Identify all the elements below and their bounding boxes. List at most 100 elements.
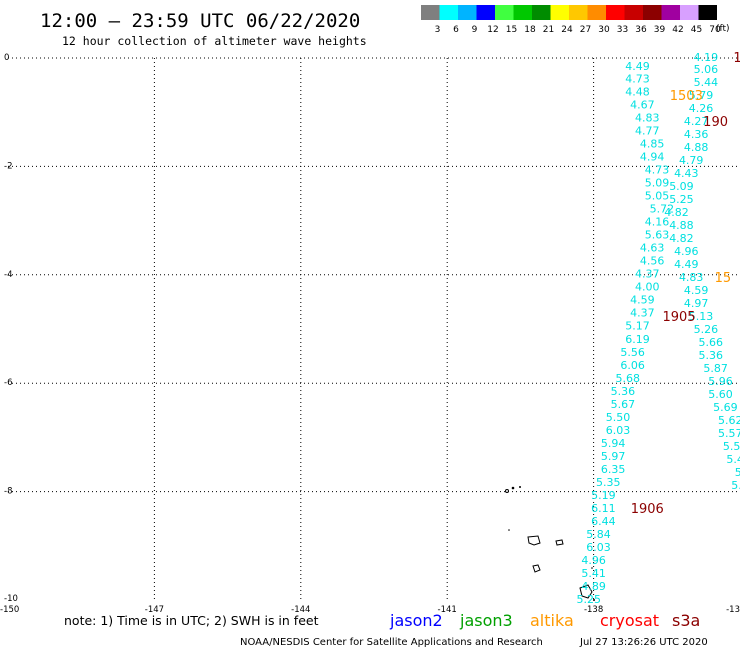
legend-swatch — [495, 5, 514, 20]
island — [508, 529, 510, 531]
wave-height-value: 5.25 — [669, 193, 694, 206]
wave-height-points: 4.494.734.484.674.834.774.854.944.735.09… — [576, 51, 740, 606]
wave-height-value: 4.83 — [635, 112, 660, 125]
wave-height-value: 5.87 — [703, 362, 728, 375]
wave-height-value: 4.79 — [679, 154, 704, 167]
wave-height-value: 4.56 — [640, 255, 665, 268]
legend-label: 6 — [453, 25, 459, 35]
wave-height-value: 4.85 — [640, 138, 665, 151]
legend-swatch — [680, 5, 699, 20]
pass-time-label: 1 — [733, 51, 740, 66]
wave-height-value: 5.25 — [576, 593, 601, 606]
wave-height-value: 5.97 — [601, 450, 626, 463]
wave-height-value: 5.36 — [611, 385, 636, 398]
wave-height-value: 4.82 — [664, 206, 689, 219]
pass-time-label: 15 — [715, 271, 732, 286]
legend-swatch — [698, 5, 717, 20]
legend-swatch — [532, 5, 551, 20]
y-tick-label: -2 — [4, 161, 12, 171]
legend-label: 42 — [672, 25, 683, 35]
wave-height-value: 4.26 — [689, 102, 714, 115]
wave-height-value: 4.67 — [630, 99, 655, 112]
legend-label: 33 — [617, 25, 628, 35]
wave-height-value: 4.16 — [645, 216, 670, 229]
wave-height-value: 4.96 — [674, 245, 699, 258]
wave-height-value: 4.59 — [684, 284, 709, 297]
satellite-label: altika — [530, 611, 574, 630]
wave-height-value: 5.67 — [611, 398, 636, 411]
wave-height-value: 6.06 — [620, 359, 645, 372]
legend-swatch — [624, 5, 643, 20]
pass-time-label: 1905 — [662, 310, 695, 325]
wave-height-value: 5.69 — [713, 401, 738, 414]
y-tick-label: 0 — [4, 53, 9, 63]
legend-swatch — [587, 5, 606, 20]
pass-time-label: 1906 — [631, 502, 664, 517]
wave-height-value: 5.09 — [645, 177, 670, 190]
legend-label: 15 — [506, 25, 517, 35]
island-outlines — [505, 486, 595, 601]
satellite-label: cryosat — [600, 611, 659, 630]
legend-unit: (ft) — [716, 24, 730, 34]
island — [527, 535, 541, 546]
x-tick-label: -147 — [145, 605, 164, 615]
wave-height-value: 5.84 — [586, 528, 611, 541]
legend-swatch — [643, 5, 662, 20]
wave-height-value: 5.58 — [723, 440, 740, 453]
wave-height-value: 4.73 — [645, 164, 670, 177]
wave-height-value: 4.00 — [635, 281, 660, 294]
legend-label: 3 — [435, 25, 441, 35]
wave-height-value: 5.66 — [698, 336, 723, 349]
y-tick-label: -8 — [4, 487, 12, 497]
legend-swatch — [476, 5, 495, 20]
wave-height-value: 5.13 — [689, 310, 714, 323]
wave-height-value: 4.48 — [625, 86, 650, 99]
wave-height-value: 5.79 — [689, 89, 714, 102]
wave-height-value: 6.03 — [606, 424, 631, 437]
legend-label: 12 — [487, 25, 498, 35]
wave-height-value: 4.37 — [630, 307, 655, 320]
wave-height-value: 6.35 — [601, 463, 626, 476]
island — [519, 486, 521, 488]
legend-label: 36 — [635, 25, 647, 35]
wave-height-value: 5.4 — [731, 479, 740, 492]
wave-height-value: 4.89 — [581, 580, 606, 593]
footer-note: note: 1) Time is in UTC; 2) SWH is in fe… — [64, 613, 319, 628]
wave-height-value: 4.96 — [581, 554, 606, 567]
legend-swatch — [606, 5, 625, 20]
legend-label: 21 — [543, 25, 554, 35]
island — [579, 584, 593, 599]
satellite-label: jason2 — [389, 611, 443, 630]
legend-label: 27 — [580, 25, 591, 35]
wave-height-value: 5.57 — [718, 427, 740, 440]
x-tick-label: -141 — [438, 605, 457, 615]
legend-swatch — [550, 5, 569, 20]
wave-height-value: 4.19 — [694, 51, 719, 64]
x-tick-label: -150 — [0, 605, 19, 615]
wave-height-value: 4.77 — [635, 125, 660, 138]
wave-height-value: 5.19 — [591, 489, 616, 502]
footer-credit: NOAA/NESDIS Center for Satellite Applica… — [240, 637, 543, 648]
wave-height-value: 5.60 — [708, 388, 733, 401]
color-scale-legend: 3 6 9 12 15 18 21 24 27 30 33 36 39 42 45 70 — [421, 5, 721, 35]
wave-height-value: 5.94 — [601, 437, 626, 450]
wave-height-value: 4.43 — [674, 167, 699, 180]
legend-swatch — [439, 5, 458, 20]
wave-height-value: 5.09 — [669, 180, 694, 193]
chart-title: 12:00 – 23:59 UTC 06/22/2020 — [40, 10, 360, 32]
wave-height-value: 5. — [735, 466, 740, 479]
wave-height-value: 4.59 — [630, 294, 655, 307]
legend-label: 45 — [691, 25, 702, 35]
wave-height-value: 5.96 — [708, 375, 733, 388]
satellite-legend: jason2 jason3 altika cryosat s3a — [389, 611, 700, 630]
wave-height-value: 5.62 — [718, 414, 740, 427]
wave-height-value: 5.72 — [650, 203, 675, 216]
wave-height-value: 5.63 — [645, 229, 670, 242]
legend-swatch — [513, 5, 532, 20]
satellite-label: s3a — [672, 611, 700, 630]
wave-height-value: 4.63 — [640, 242, 665, 255]
wave-height-value: 5.4 — [726, 453, 740, 466]
legend-label: 39 — [654, 25, 666, 35]
x-tick-label: -13 — [726, 605, 740, 615]
legend-swatch — [569, 5, 588, 20]
